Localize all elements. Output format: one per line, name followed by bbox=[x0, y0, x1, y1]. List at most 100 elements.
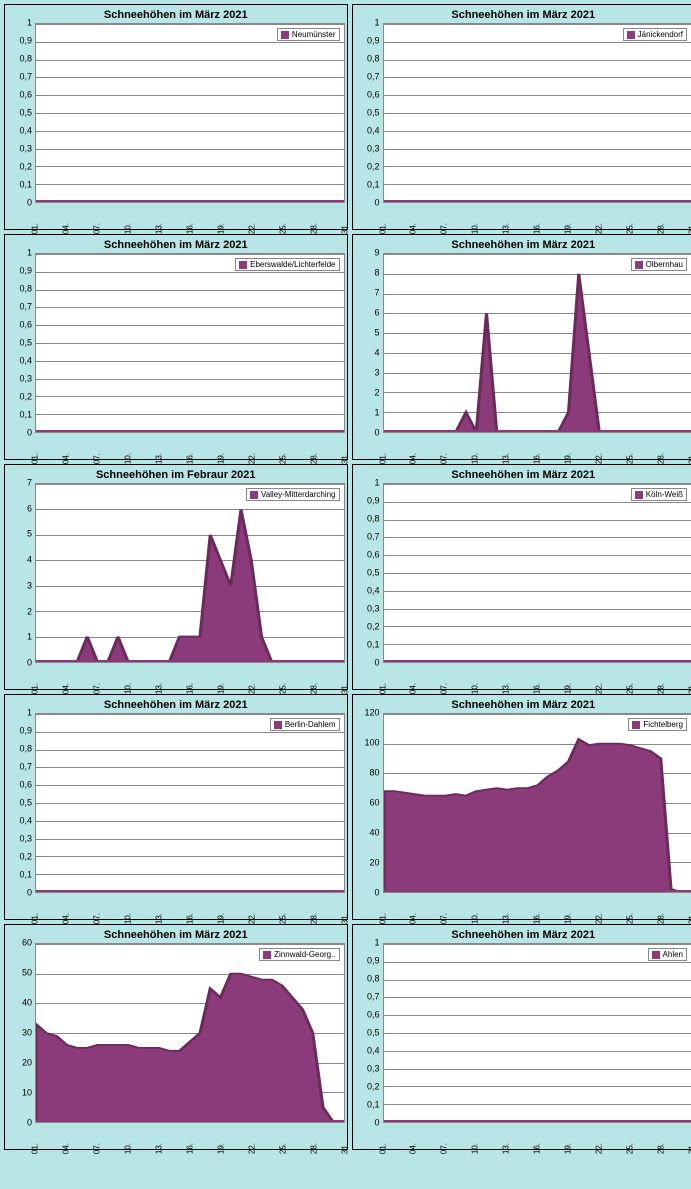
x-axis: 01.04.07.10.13.16.19.22.25.28.31. bbox=[35, 663, 345, 687]
x-tick-label: 07. bbox=[92, 683, 101, 694]
y-tick-label: 0,9 bbox=[19, 37, 32, 46]
plot-area: Jänickendorf bbox=[383, 23, 691, 203]
chart-title: Schneehöhen im März 2021 bbox=[355, 697, 691, 713]
x-tick-label: 28. bbox=[657, 1143, 666, 1154]
chart-title: Schneehöhen im März 2021 bbox=[355, 237, 691, 253]
legend-label: Ahlen bbox=[663, 950, 683, 959]
x-tick-label: 01. bbox=[31, 223, 40, 234]
chart-panel: Schneehöhen im März 202100,10,20,30,40,5… bbox=[4, 234, 348, 460]
y-tick-label: 0,2 bbox=[19, 393, 32, 402]
chart-title: Schneehöhen im März 2021 bbox=[7, 927, 345, 943]
x-tick-label: 13. bbox=[154, 453, 163, 464]
y-tick-label: 1 bbox=[374, 479, 379, 488]
x-baseline bbox=[36, 200, 344, 202]
legend-label: Valley-Mitterdarching bbox=[261, 490, 336, 499]
plot-area: Zinnwald-Georg.. bbox=[35, 943, 345, 1123]
y-tick-label: 2 bbox=[27, 607, 32, 616]
x-tick-label: 01. bbox=[378, 913, 387, 924]
y-tick-label: 0 bbox=[374, 1119, 379, 1128]
y-tick-label: 0,9 bbox=[367, 957, 380, 966]
y-tick-label: 0,4 bbox=[367, 127, 380, 136]
y-tick-label: 8 bbox=[374, 268, 379, 277]
x-tick-label: 13. bbox=[502, 683, 511, 694]
x-tick-label: 19. bbox=[564, 453, 573, 464]
x-tick-label: 13. bbox=[154, 1143, 163, 1154]
plot-area: Olbernhau bbox=[383, 253, 691, 433]
x-tick-label: 16. bbox=[533, 683, 542, 694]
x-axis: 01.04.07.10.13.16.19.22.25.28.31. bbox=[35, 203, 345, 227]
y-axis: 00,10,20,30,40,50,60,70,80,91 bbox=[7, 713, 35, 893]
x-tick-label: 31. bbox=[688, 1143, 691, 1154]
legend-swatch bbox=[281, 31, 289, 39]
y-tick-label: 6 bbox=[27, 504, 32, 513]
plot-wrap: 00,10,20,30,40,50,60,70,80,91Berlin-Dahl… bbox=[7, 713, 345, 893]
legend-label: Neumünster bbox=[292, 30, 336, 39]
x-tick-label: 04. bbox=[61, 453, 70, 464]
x-tick-label: 10. bbox=[123, 683, 132, 694]
y-tick-label: 2 bbox=[374, 389, 379, 398]
y-tick-label: 6 bbox=[374, 309, 379, 318]
x-tick-label: 01. bbox=[378, 1143, 387, 1154]
y-tick-label: 5 bbox=[374, 328, 379, 337]
x-tick-label: 16. bbox=[185, 453, 194, 464]
y-tick-label: 0,8 bbox=[367, 55, 380, 64]
x-tick-label: 22. bbox=[247, 453, 256, 464]
x-tick-label: 01. bbox=[378, 683, 387, 694]
y-tick-label: 4 bbox=[27, 556, 32, 565]
y-tick-label: 7 bbox=[374, 288, 379, 297]
y-tick-label: 0,3 bbox=[19, 835, 32, 844]
y-tick-label: 0,6 bbox=[19, 91, 32, 100]
y-tick-label: 10 bbox=[22, 1089, 32, 1098]
x-tick-label: 04. bbox=[409, 1143, 418, 1154]
y-tick-label: 0,9 bbox=[19, 267, 32, 276]
area-chart-svg bbox=[36, 944, 344, 1122]
x-tick-label: 04. bbox=[61, 683, 70, 694]
y-tick-label: 0,7 bbox=[367, 73, 380, 82]
x-tick-label: 28. bbox=[309, 453, 318, 464]
legend-swatch bbox=[635, 261, 643, 269]
y-tick-label: 40 bbox=[369, 829, 379, 838]
x-tick-label: 19. bbox=[564, 223, 573, 234]
x-tick-label: 19. bbox=[216, 223, 225, 234]
y-axis: 00,10,20,30,40,50,60,70,80,91 bbox=[7, 253, 35, 433]
x-tick-label: 22. bbox=[595, 683, 604, 694]
y-tick-label: 9 bbox=[374, 249, 379, 258]
x-tick-label: 16. bbox=[185, 223, 194, 234]
y-tick-label: 0,6 bbox=[367, 1011, 380, 1020]
x-tick-label: 10. bbox=[471, 1143, 480, 1154]
y-tick-label: 0,3 bbox=[367, 1065, 380, 1074]
y-tick-label: 0,8 bbox=[19, 285, 32, 294]
y-tick-label: 0,4 bbox=[367, 587, 380, 596]
x-tick-label: 22. bbox=[595, 913, 604, 924]
area-chart-svg bbox=[384, 944, 691, 1122]
x-tick-label: 25. bbox=[626, 1143, 635, 1154]
y-tick-label: 1 bbox=[27, 709, 32, 718]
x-tick-label: 28. bbox=[657, 223, 666, 234]
y-tick-label: 120 bbox=[364, 709, 379, 718]
plot-area: Fichtelberg bbox=[383, 713, 691, 893]
x-tick-label: 19. bbox=[216, 453, 225, 464]
y-tick-label: 0,5 bbox=[19, 799, 32, 808]
x-tick-label: 31. bbox=[340, 1143, 349, 1154]
y-tick-label: 0,3 bbox=[367, 605, 380, 614]
plot-wrap: 00,10,20,30,40,50,60,70,80,91Köln-Weiß bbox=[355, 483, 691, 663]
x-tick-label: 22. bbox=[247, 1143, 256, 1154]
legend-swatch bbox=[635, 491, 643, 499]
y-tick-label: 0,2 bbox=[19, 163, 32, 172]
y-tick-label: 0,6 bbox=[367, 551, 380, 560]
x-tick-label: 25. bbox=[626, 683, 635, 694]
plot-area: Valley-Mitterdarching bbox=[35, 483, 345, 663]
chart-panel: Schneehöhen im März 202100,10,20,30,40,5… bbox=[4, 694, 348, 920]
area-chart-svg bbox=[36, 254, 344, 432]
y-axis: 01234567 bbox=[7, 483, 35, 663]
x-tick-label: 10. bbox=[123, 1143, 132, 1154]
x-tick-label: 19. bbox=[216, 683, 225, 694]
x-tick-label: 31. bbox=[340, 913, 349, 924]
series-area bbox=[384, 274, 691, 432]
y-tick-label: 4 bbox=[374, 349, 379, 358]
y-tick-label: 0,1 bbox=[19, 411, 32, 420]
y-axis: 00,10,20,30,40,50,60,70,80,91 bbox=[7, 23, 35, 203]
y-tick-label: 0 bbox=[374, 659, 379, 668]
y-tick-label: 0 bbox=[27, 199, 32, 208]
legend-label: Jänickendorf bbox=[638, 30, 683, 39]
